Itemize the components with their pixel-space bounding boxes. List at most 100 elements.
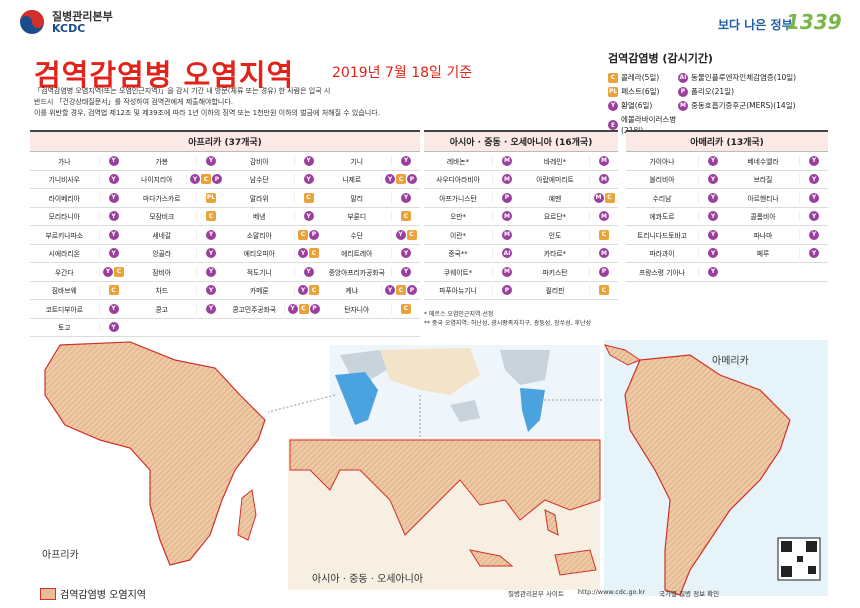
table-cell: 베네수엘라 Y — [727, 152, 828, 170]
badge: AI — [678, 72, 688, 83]
badge: Y — [206, 248, 216, 259]
qr-code — [808, 566, 816, 574]
country-name: 세네갈 — [152, 231, 172, 240]
badge: C — [396, 174, 406, 185]
badge-group: Y — [196, 303, 225, 314]
badge-group: M — [492, 174, 521, 185]
table-cell: 아랍에미리트 M — [521, 171, 618, 189]
table-cell: 앙골라 Y — [128, 245, 226, 263]
table-row: 트리니다드토바고 Y 파나마 Y — [626, 226, 828, 245]
badge-group: P — [492, 192, 521, 203]
country-name: 브라질 — [753, 176, 773, 185]
table-cell: 에티오피아 Y C — [225, 245, 323, 263]
badge-group: Y — [391, 192, 420, 203]
badge: C — [599, 229, 609, 240]
country-name: 탄자니아 — [344, 305, 370, 314]
badge-group: Y — [799, 211, 828, 222]
qr-code — [806, 541, 817, 552]
footnote: * 메르스 오염인근지역 선정 — [424, 311, 494, 318]
badge-group: Y — [98, 322, 128, 333]
country-name: 아르헨티나 — [747, 194, 779, 203]
legend-item: AI 동물인플루엔자인체감염증(10일) — [678, 72, 828, 83]
table-cell: 파푸아뉴기니 P — [424, 282, 521, 300]
country-name: 카타르* — [543, 250, 567, 259]
country-name: 레바논* — [446, 157, 470, 166]
table-row: 아프가니스탄 P 예멘 M C — [424, 189, 618, 208]
country-name: 모잠비크 — [149, 213, 175, 222]
table-row: 볼리비아 Y 브라질 Y — [626, 171, 828, 189]
badge-group: Y — [799, 248, 828, 259]
table-cell: 쿠웨이트* M — [424, 263, 521, 281]
table-cell: 나이지리아 Y C P — [128, 171, 226, 189]
badge-group: Y — [698, 248, 727, 259]
badge-group: Y — [698, 266, 727, 277]
map-label: 아프리카 — [42, 550, 79, 561]
qr-label: 국가별 질병 정보 확인 — [659, 590, 720, 598]
table-cell: 에콰도르 Y — [626, 208, 727, 226]
table-cell: 콩고민주공화국 Y C P — [225, 300, 323, 318]
badge: Y — [287, 303, 298, 314]
table-cell: 카메룬 Y C — [225, 282, 323, 300]
table-row: 프랑스령 기아나 Y — [626, 263, 828, 282]
badge: Y — [401, 266, 411, 277]
badge: Y — [190, 174, 200, 185]
country-name: 오만* — [450, 213, 466, 222]
country-name: 기니비사우 — [48, 176, 80, 185]
table-cell: 중국** AI — [424, 245, 521, 263]
table-row: 코트디부아르 Y 콩고 Y 콩고민주공화국 Y C P 탄자니아 C — [30, 300, 420, 319]
table-cell: 모리타니아 Y — [30, 208, 128, 226]
badge: Y — [206, 285, 216, 296]
badge: M — [502, 229, 512, 240]
badge: Y — [708, 229, 718, 240]
table-row: 에콰도르 Y 콜롬비아 Y — [626, 208, 828, 226]
country-name: 케냐 — [345, 287, 358, 296]
badge: C — [114, 266, 124, 277]
badge-group: Y — [196, 266, 225, 277]
table-cell: 파나마 Y — [727, 226, 828, 244]
badge: Y — [303, 211, 314, 222]
badge: M — [502, 155, 512, 166]
table-cell: 콜롬비아 Y — [727, 208, 828, 226]
table-cell: 수단 Y C — [323, 226, 421, 244]
country-name: 아프가니스탄 — [439, 194, 477, 203]
table-cell: 프랑스령 기아나 Y — [626, 263, 727, 281]
country-name: 말라위 — [249, 194, 269, 203]
badge: C — [608, 72, 618, 83]
table-row: 부르키나파소 Y 세네갈 Y 소말리아 C P 수단 Y C — [30, 226, 420, 245]
badge: Y — [809, 211, 819, 222]
madagascar-map — [237, 489, 257, 541]
country-name: 요르단* — [543, 213, 567, 222]
table-cell: 기니 Y — [323, 152, 421, 170]
table-cell: 기니비사우 Y — [30, 171, 128, 189]
badge-group: Y — [196, 285, 225, 296]
badge: Y — [708, 248, 718, 259]
table-cell: 남수단 Y — [225, 171, 323, 189]
country-name: 중앙아프리카공화국 — [328, 268, 385, 277]
country-name: 인도 — [548, 231, 562, 240]
badge: C — [298, 303, 309, 314]
country-name: 쿠웨이트* — [443, 268, 473, 277]
table-cell: 사우디아라비아 M — [424, 171, 521, 189]
badge-group: Y — [196, 229, 225, 240]
site-url[interactable]: http://www.cdc.go.kr — [577, 588, 646, 596]
badge: Y — [108, 192, 119, 203]
legend-grid: C 콜레라(5일) AI 동물인플루엔자인체감염증(10일) PL 페스트(6일) P 폴리오… — [608, 72, 828, 136]
badge: Y — [303, 174, 314, 185]
table-cell: 오만* M — [424, 208, 521, 226]
table-cell: 니제르 Y C P — [323, 171, 421, 189]
table-cell: 탄자니아 C — [323, 300, 421, 318]
badge-group: Y — [799, 174, 828, 185]
table-row: 중국** AI 카타르* M — [424, 245, 618, 263]
table-row: 우간다 Y C 잠비아 Y 적도기니 Y 중앙아프리카공화국 Y — [30, 263, 420, 282]
central-america-map — [604, 344, 642, 366]
badge: P — [407, 174, 417, 185]
badge: Y — [206, 229, 216, 240]
date: 2019년 7월 18일 기준 — [332, 65, 473, 81]
table-cell: 토고 Y — [30, 319, 128, 337]
qr-code — [781, 566, 792, 577]
